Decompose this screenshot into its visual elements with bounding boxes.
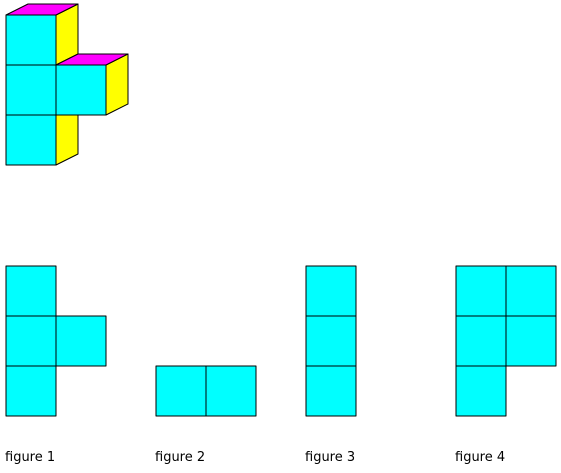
figure-square <box>205 365 257 417</box>
isometric-solid <box>5 3 129 166</box>
figure-1-view <box>5 265 107 417</box>
figure-square <box>155 365 207 417</box>
figure-square <box>455 265 507 317</box>
figure-square <box>455 315 507 367</box>
figure-square <box>505 265 557 317</box>
cube-front-face <box>5 114 57 166</box>
figure-square <box>305 365 357 417</box>
cube-front-face <box>55 64 107 116</box>
figure-4-caption: figure 4 <box>455 450 506 465</box>
cube-front-face <box>5 14 57 66</box>
figure-1-caption: figure 1 <box>5 450 56 465</box>
figure-2-view <box>155 365 257 417</box>
figure-square <box>55 315 107 367</box>
figure-square <box>5 265 57 317</box>
figure-2-caption: figure 2 <box>155 450 206 465</box>
cube-front-face <box>5 64 57 116</box>
figure-square <box>5 315 57 367</box>
figure-square <box>455 365 507 417</box>
figure-square <box>305 315 357 367</box>
figure-square <box>5 365 57 417</box>
figure-3-caption: figure 3 <box>305 450 356 465</box>
figure-square <box>505 315 557 367</box>
figure-3-view <box>305 265 357 417</box>
figure-square <box>305 265 357 317</box>
figure-4-view <box>455 265 557 417</box>
